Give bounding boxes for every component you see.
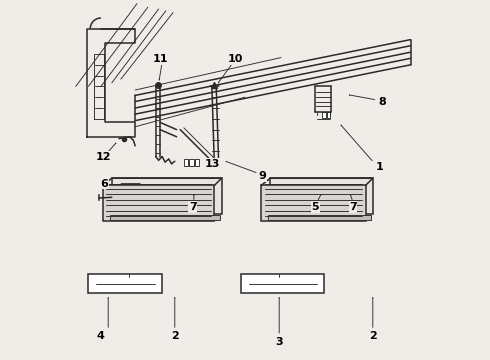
Bar (327, 112, 330, 118)
FancyBboxPatch shape (88, 274, 162, 293)
Text: 4: 4 (97, 330, 104, 341)
Text: 11: 11 (153, 54, 168, 64)
FancyBboxPatch shape (242, 274, 324, 293)
Text: 6: 6 (100, 179, 109, 189)
Text: 1: 1 (376, 162, 384, 172)
Text: 10: 10 (227, 54, 243, 64)
Text: 8: 8 (379, 96, 387, 107)
FancyBboxPatch shape (261, 185, 366, 221)
Text: 7: 7 (189, 202, 196, 212)
Bar (189, 159, 194, 166)
Text: 2: 2 (171, 330, 179, 341)
FancyBboxPatch shape (112, 178, 221, 214)
Text: 2: 2 (369, 330, 377, 341)
Bar (322, 112, 326, 118)
FancyBboxPatch shape (269, 215, 371, 220)
Bar (195, 159, 199, 166)
Bar (184, 159, 189, 166)
Text: 13: 13 (204, 159, 220, 169)
Text: 12: 12 (96, 152, 112, 162)
Text: 5: 5 (311, 202, 319, 212)
FancyBboxPatch shape (110, 215, 220, 220)
FancyBboxPatch shape (103, 185, 215, 221)
Text: 9: 9 (258, 171, 266, 181)
Text: 3: 3 (275, 337, 283, 347)
FancyBboxPatch shape (270, 178, 373, 214)
Text: 7: 7 (349, 202, 357, 212)
